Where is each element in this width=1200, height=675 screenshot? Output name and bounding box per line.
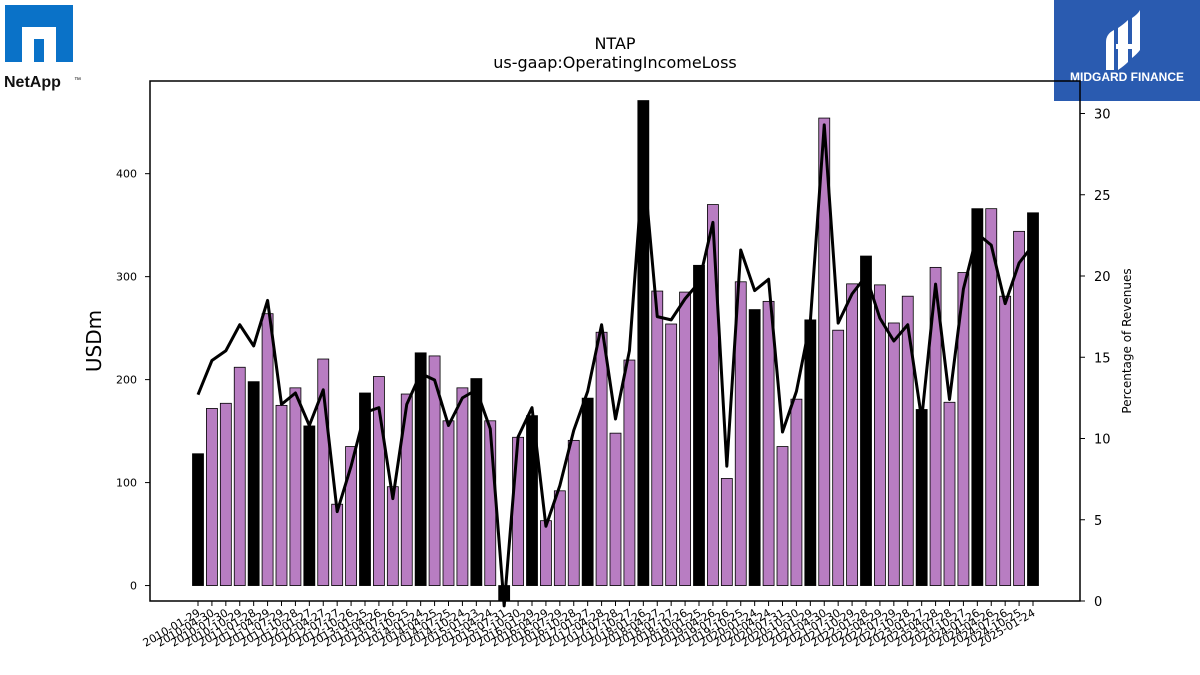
bar: [345, 446, 357, 586]
bar: [818, 117, 831, 586]
bar: [707, 204, 719, 586]
bar: [971, 208, 984, 586]
bar: [595, 331, 608, 586]
y-tick-label: 0: [130, 580, 137, 593]
bar: [219, 402, 232, 586]
bar: [553, 490, 566, 586]
y2-tick-label: 0: [1094, 595, 1102, 610]
bar: [929, 266, 942, 586]
bar: [887, 322, 900, 586]
bar: [734, 281, 747, 586]
bar: [581, 397, 594, 586]
bar: [846, 283, 858, 586]
chart-subtitle: us-gaap:OperatingIncomeLoss: [493, 53, 737, 72]
bar: [790, 398, 803, 586]
percentage-line-series: [196, 123, 1035, 608]
bar: [679, 291, 691, 586]
axes: 01002003004000510152025302010-01-292010-…: [116, 80, 1111, 650]
chart-title: NTAP: [594, 34, 635, 53]
bar: [665, 323, 678, 586]
bar: [804, 319, 817, 586]
bar: [275, 404, 288, 586]
y-tick-label: 400: [116, 168, 137, 181]
y-tick-label: 200: [116, 374, 137, 387]
bar: [748, 309, 761, 586]
bar: [540, 520, 552, 586]
bar: [359, 392, 371, 586]
bar: [720, 478, 733, 586]
y2-tick-label: 20: [1094, 270, 1111, 285]
bar: [442, 420, 455, 586]
bar: [1027, 212, 1039, 586]
bar: [261, 313, 274, 586]
bar: [567, 439, 580, 586]
bar: [400, 393, 413, 586]
bar: [247, 381, 260, 586]
bar: [233, 366, 246, 586]
bar: [943, 401, 956, 586]
bar: [762, 300, 775, 586]
bar: [957, 272, 970, 586]
bar: [373, 376, 385, 586]
bar: [874, 284, 886, 586]
bar: [637, 100, 650, 586]
bar: [999, 295, 1012, 586]
bar: [317, 358, 330, 586]
bar: [860, 255, 872, 586]
midgard-logo-text: MIDGARD FINANCE: [1070, 70, 1184, 84]
y2-tick-label: 25: [1094, 189, 1111, 204]
bar: [456, 387, 469, 586]
netapp-logo-text: NetApp: [4, 74, 61, 91]
midgard-logo-mark: [1106, 10, 1140, 70]
bar: [192, 453, 204, 586]
bar: [832, 329, 845, 586]
bar: [985, 208, 998, 586]
bar: [206, 408, 218, 586]
bar: [693, 264, 705, 586]
y2-tick-label: 5: [1094, 514, 1102, 529]
bar: [386, 486, 399, 586]
bar: [512, 436, 524, 586]
bar-series: [192, 100, 1039, 602]
bar: [303, 425, 316, 586]
bar: [915, 409, 928, 586]
percentage-line: [196, 123, 1035, 608]
y2-tick-label: 10: [1094, 433, 1111, 448]
y-tick-label: 100: [116, 477, 137, 490]
bar: [331, 503, 344, 586]
y2-tick-label: 15: [1094, 351, 1111, 366]
netapp-logo-n-shape: [22, 27, 56, 62]
netapp-logo-trademark: ™: [74, 77, 81, 84]
bar: [776, 446, 789, 586]
bar: [609, 432, 622, 586]
midgard-finance-logo: MIDGARD FINANCE: [1054, 0, 1200, 101]
y-axis-label: USDm: [82, 310, 106, 372]
y-tick-label: 300: [116, 271, 137, 284]
bar: [901, 295, 914, 586]
bar: [1013, 230, 1025, 586]
bar: [289, 387, 302, 586]
bar: [623, 359, 636, 586]
bar: [428, 355, 441, 586]
bar: [651, 290, 664, 586]
y2-tick-label: 30: [1094, 108, 1111, 123]
bar: [470, 378, 483, 586]
netapp-logo: NetApp ™: [4, 5, 82, 95]
y2-axis-label: Percentage of Revenues: [1120, 268, 1134, 413]
bar: [414, 352, 427, 586]
